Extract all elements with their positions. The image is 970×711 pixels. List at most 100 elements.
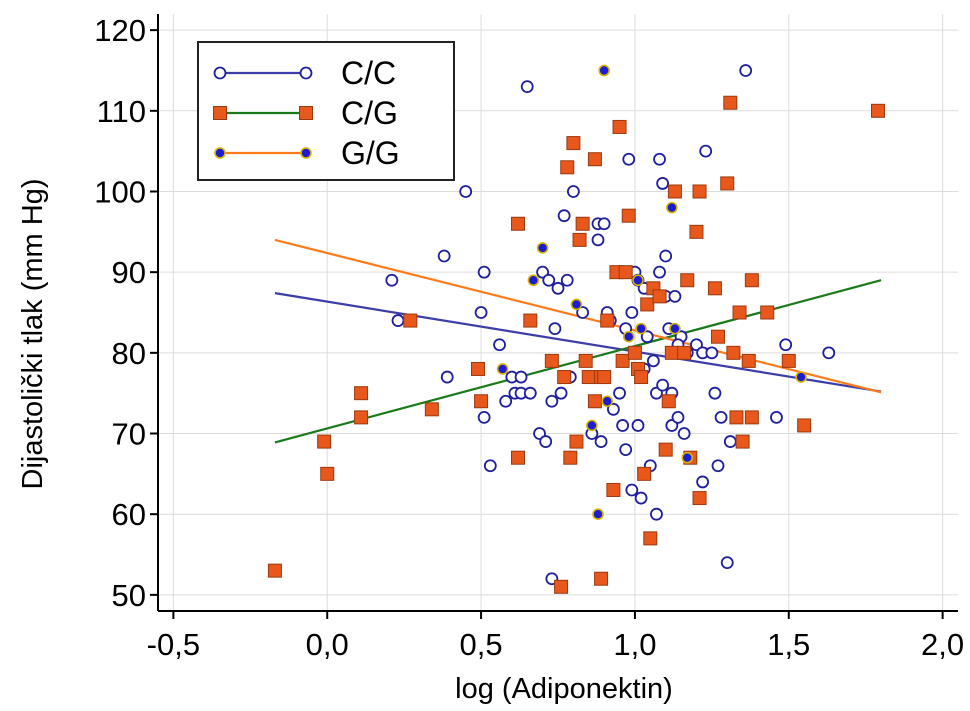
- data-point-c-g: [732, 305, 747, 320]
- data-point-c-c: [499, 394, 513, 408]
- data-point-c-c: [483, 459, 497, 473]
- data-point-c-g: [403, 313, 418, 328]
- data-point-c-c: [477, 265, 491, 279]
- data-point-c-g: [627, 345, 642, 360]
- data-point-c-g: [554, 579, 569, 594]
- legend-label-c-g: C/G: [341, 95, 398, 131]
- data-point-c-g: [354, 410, 369, 425]
- data-point-c-c: [554, 386, 568, 400]
- data-point-c-g: [680, 273, 695, 288]
- data-point-c-c: [659, 249, 673, 263]
- legend-marker-g-g: [300, 147, 312, 159]
- data-point-c-g: [652, 289, 667, 304]
- legend-marker-c-g: [299, 106, 313, 120]
- data-point-c-c: [646, 354, 660, 368]
- data-point-c-g: [640, 297, 655, 312]
- data-point-g-g: [496, 363, 509, 375]
- data-point-g-g: [592, 508, 604, 520]
- data-point-c-c: [739, 64, 753, 77]
- data-point-c-g: [615, 353, 630, 368]
- data-point-c-c: [723, 435, 737, 448]
- data-point-c-g: [474, 394, 489, 409]
- x-tick-label: 0,5: [460, 627, 503, 662]
- data-point-c-c: [650, 507, 663, 521]
- data-point-c-c: [653, 152, 666, 166]
- data-point-c-g: [643, 531, 658, 546]
- data-point-c-g: [637, 466, 652, 481]
- data-point-c-g: [658, 442, 673, 457]
- data-point-c-c: [560, 273, 574, 287]
- data-point-c-c: [622, 152, 636, 166]
- data-point-c-g: [735, 434, 750, 449]
- data-point-c-c: [705, 346, 719, 360]
- data-point-c-c: [640, 330, 654, 344]
- data-point-c-c: [437, 249, 451, 263]
- data-point-c-g: [711, 329, 725, 344]
- data-point-c-g: [612, 119, 627, 134]
- data-point-c-g: [597, 370, 612, 385]
- grid-lines: [158, 14, 958, 611]
- legend: C/C C/G G/G: [197, 41, 455, 181]
- data-point-c-g: [797, 418, 812, 433]
- data-point-c-c: [616, 419, 630, 432]
- x-tick-label: 1,0: [613, 627, 656, 662]
- legend-box: [197, 41, 455, 181]
- data-point-g-g: [536, 242, 549, 254]
- data-point-g-g: [635, 322, 647, 335]
- data-point-c-g: [726, 345, 741, 360]
- data-point-c-c: [631, 419, 645, 432]
- legend-marker-c-c: [213, 66, 227, 80]
- data-point-c-g: [692, 491, 707, 506]
- data-point-g-g: [632, 274, 644, 287]
- data-point-c-c: [656, 378, 670, 392]
- data-point-g-g: [570, 298, 583, 311]
- data-point-c-c: [653, 265, 666, 279]
- data-point-c-g: [424, 402, 439, 417]
- data-point-c-c: [613, 386, 626, 400]
- data-point-c-c: [634, 491, 648, 505]
- data-point-c-g: [511, 216, 525, 231]
- data-point-c-c: [594, 435, 608, 448]
- data-point-c-c: [542, 273, 556, 287]
- data-point-c-g: [569, 434, 584, 449]
- y-tick-label: 90: [112, 255, 146, 290]
- data-point-c-c: [514, 370, 528, 384]
- legend-label-g-g: G/G: [341, 135, 400, 171]
- data-point-c-c: [459, 185, 473, 198]
- data-point-c-c: [656, 177, 670, 190]
- data-point-c-c: [477, 410, 491, 424]
- y-tick-label: 120: [94, 13, 146, 48]
- axes: -0,5 0,0 0,5 1,0 1,5 2,0 50 60 70 80 90 100 110 120: [94, 13, 964, 662]
- data-point-c-c: [597, 217, 611, 231]
- data-point-c-c: [699, 144, 713, 158]
- data-point-c-c: [576, 306, 590, 319]
- data-point-c-c: [714, 410, 728, 424]
- data-point-c-c: [493, 338, 506, 352]
- y-axis-title: Dijastolički tlak (mm Hg): [17, 179, 49, 490]
- data-point-c-g: [563, 450, 578, 465]
- data-point-c-c: [822, 346, 836, 360]
- data-point-c-c: [779, 338, 793, 352]
- data-point-c-g: [354, 386, 369, 401]
- data-point-c-g: [720, 176, 735, 191]
- data-point-c-g: [744, 273, 759, 288]
- data-point-c-g: [667, 184, 682, 199]
- data-point-g-g: [622, 330, 635, 343]
- data-point-c-c: [625, 483, 639, 497]
- legend-label-c-c: C/C: [341, 55, 396, 91]
- data-point-c-c: [474, 306, 488, 319]
- data-point-c-c: [557, 209, 571, 223]
- data-point-c-c: [696, 475, 710, 489]
- data-point-c-g: [578, 353, 593, 368]
- data-point-c-g: [587, 152, 602, 167]
- x-tick-label: 2,0: [921, 627, 964, 662]
- data-point-g-g: [666, 201, 678, 214]
- data-point-g-g: [795, 371, 807, 383]
- y-tick-label: 110: [97, 94, 146, 129]
- data-point-c-g: [581, 370, 596, 385]
- data-point-c-c: [566, 185, 580, 198]
- legend-marker-c-c: [299, 66, 313, 80]
- data-point-c-g: [621, 208, 636, 223]
- trend-line-c-g: [274, 279, 882, 444]
